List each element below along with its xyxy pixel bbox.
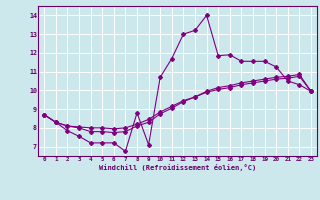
X-axis label: Windchill (Refroidissement éolien,°C): Windchill (Refroidissement éolien,°C)	[99, 164, 256, 171]
